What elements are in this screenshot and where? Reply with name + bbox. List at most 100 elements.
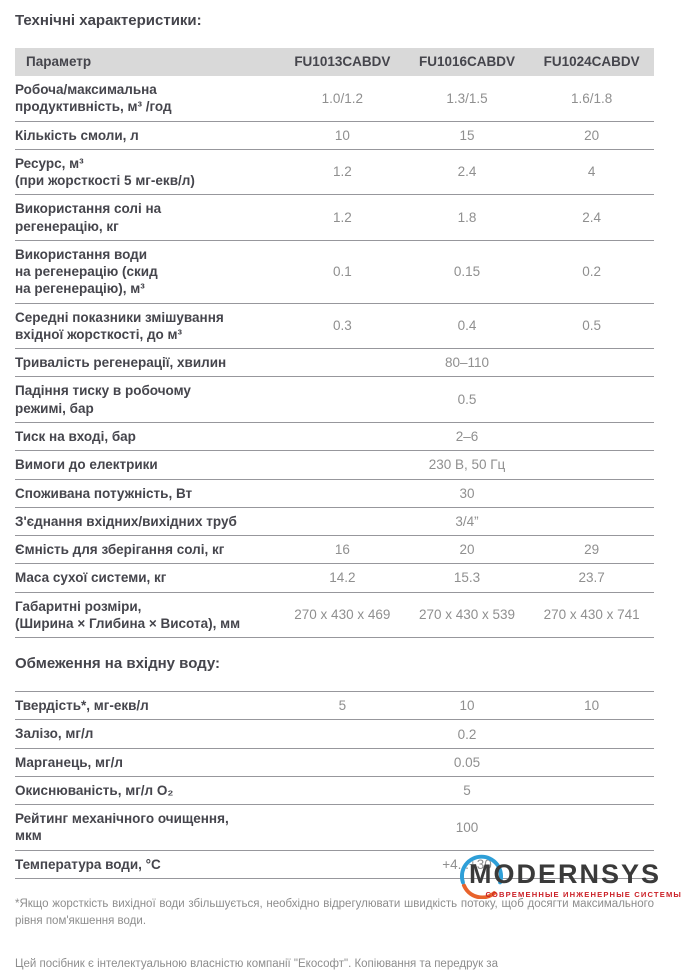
section-title-limits: Обмеження на вхідну воду: — [15, 655, 221, 673]
table-row: Ресурс, м³ (при жорсткості 5 мг-екв/л) 1.… — [15, 150, 654, 196]
row-value: 1.8 — [457, 209, 477, 225]
spec-table: Параметр FU1013CABDV FU1016CABDV FU1024C… — [15, 48, 654, 639]
table-row: Маса сухої системи, кг 14.2 15.3 23.7 — [15, 564, 654, 593]
row-value-span: 100 — [455, 819, 479, 835]
row-label: Використання солі на регенерацію, кг — [15, 201, 162, 234]
table-row: Вимоги до електрики 230 В, 50 Гц — [15, 451, 654, 480]
row-value: 270 x 430 x 741 — [543, 607, 640, 623]
table-row: Споживана потужність, Вт 30 — [15, 480, 654, 508]
row-label: Маса сухої системи, кг — [15, 570, 167, 586]
row-value: 15 — [459, 127, 475, 143]
column-header-model-fu1013: FU1013CABDV — [294, 54, 391, 70]
row-value: 20 — [459, 542, 475, 558]
row-label: Рейтинг механічного очищення, мкм — [15, 811, 229, 844]
row-value-span: 5 — [463, 783, 471, 799]
footer: Цей посібник є інтелектуальною власністю… — [15, 958, 654, 970]
row-value: 0.3 — [332, 318, 352, 334]
row-value-span: 80–110 — [444, 355, 490, 371]
table-row: З'єднання вхідних/вихідних труб 3/4” — [15, 508, 654, 537]
table-row: Падіння тиску в робочому режимі, бар 0.5 — [15, 377, 654, 423]
column-header-model-fu1016: FU1016CABDV — [418, 54, 515, 70]
row-value-span: 3/4” — [455, 513, 479, 529]
row-value: 1.0/1.2 — [321, 90, 363, 106]
row-label: З'єднання вхідних/вихідних труб — [15, 513, 237, 529]
logo-wordmark: MODERNSYS — [469, 859, 662, 889]
table-row: Середні показники змішування вхідної жор… — [15, 304, 654, 350]
row-label: Залізо, мг/л — [15, 726, 94, 742]
spec-table-header-row: Параметр FU1013CABDV FU1016CABDV FU1024C… — [15, 48, 654, 76]
row-label: Середні показники змішування вхідної жор… — [15, 309, 224, 342]
row-value: 270 x 430 x 469 — [294, 607, 391, 623]
table-row: Тиск на вході, бар 2–6 — [15, 423, 654, 452]
row-label: Температура води, °С — [15, 856, 161, 872]
row-value: 23.7 — [578, 570, 605, 586]
row-value-span: 0.05 — [453, 754, 481, 770]
logo-blue-arc — [459, 854, 504, 885]
row-value: 0.4 — [457, 318, 477, 334]
row-value: 0.2 — [582, 264, 602, 280]
table-row: Ємність для зберігання солі, кг 16 20 29 — [15, 536, 654, 565]
table-row: Рейтинг механічного очищення, мкм 100 — [15, 805, 654, 851]
table-row: Робоча/максимальна продуктивність, м³ /г… — [15, 76, 654, 122]
row-value: 2.4 — [582, 209, 602, 225]
table-row: Використання солі на регенерацію, кг 1.2 1… — [15, 195, 654, 241]
row-value: 1.3/1.5 — [446, 90, 488, 106]
row-value: 10 — [584, 698, 600, 714]
row-value: 0.5 — [582, 318, 602, 334]
row-label: Габаритні розміри, (Ширина × Глибина × В… — [15, 598, 241, 631]
row-value: 29 — [584, 542, 600, 558]
row-label: Тривалість регенерації, хвилин — [15, 355, 227, 371]
row-label: Окиснюваність, мг/л О₂ — [15, 782, 174, 798]
row-value: 20 — [584, 127, 600, 143]
table-row: Твердість*, мг-екв/л 5 10 10 — [15, 692, 654, 721]
logo-orange-arc — [461, 883, 497, 899]
row-value-span: 2–6 — [455, 429, 479, 445]
row-value: 0.15 — [453, 264, 481, 280]
table-row: Габаритні розміри, (Ширина × Глибина × В… — [15, 593, 654, 639]
row-label: Кількість смоли, л — [15, 127, 139, 143]
copyright-text: Цей посібник є інтелектуальною власністю… — [15, 958, 498, 970]
row-value: 270 x 430 x 539 — [418, 607, 516, 623]
row-value: 1.6/1.8 — [571, 90, 613, 106]
row-value: 2.4 — [457, 164, 477, 180]
table-row: Окиснюваність, мг/л О₂ 5 — [15, 777, 654, 806]
document-page: Технічні характеристики: Параметр FU1013… — [15, 12, 682, 970]
table-row: Тривалість регенерації, хвилин 80–110 — [15, 349, 654, 378]
row-label: Твердість*, мг-екв/л — [15, 698, 149, 714]
row-value: 10 — [459, 698, 475, 714]
logo-tagline: СОВРЕМЕННЫЕ ИНЖЕНЕРНЫЕ СИСТЕМЫ — [485, 890, 682, 899]
logo-ring-icon — [459, 854, 504, 899]
row-value: 16 — [334, 542, 350, 558]
row-label: Робоча/максимальна продуктивність, м³ /г… — [15, 82, 172, 115]
table-row: Залізо, мг/л 0.2 — [15, 720, 654, 749]
row-value: 10 — [334, 127, 350, 143]
row-label: Вимоги до електрики — [15, 457, 158, 473]
row-value: 1.2 — [332, 164, 352, 180]
row-label: Споживана потужність, Вт — [15, 485, 193, 501]
spec-table-body: Робоча/максимальна продуктивність, м³ /г… — [15, 76, 654, 639]
row-label: Ємність для зберігання солі, кг — [15, 542, 225, 558]
row-value: 0.1 — [332, 264, 352, 280]
row-value-span: 0.5 — [457, 392, 477, 408]
row-value-span: 0.2 — [457, 726, 477, 742]
limits-table: Твердість*, мг-екв/л 5 10 10 Залізо, мг/л 0.2… — [15, 691, 654, 879]
row-label: Використання води на регенерацію (скид н… — [15, 246, 158, 297]
row-label: Ресурс, м³ (при жорсткості 5 мг-екв/л) — [15, 155, 195, 189]
row-value: 15.3 — [453, 570, 481, 586]
table-row: Марганець, мг/л 0.05 — [15, 749, 654, 777]
table-row: Кількість смоли, л 10 15 20 — [15, 122, 654, 150]
modernsys-logo: MODERNSYS СОВРЕМЕННЫЕ ИНЖЕНЕРНЫЕ СИСТЕМЫ — [459, 852, 682, 903]
column-header-model-fu1024: FU1024CABDV — [543, 54, 640, 70]
column-header-parameter: Параметр — [26, 54, 92, 70]
row-label: Тиск на вході, бар — [15, 428, 136, 444]
row-value: 4 — [587, 164, 596, 180]
row-value-span: 30 — [459, 485, 475, 501]
row-value: 14.2 — [329, 570, 356, 586]
limits-table-body: Твердість*, мг-екв/л 5 10 10 Залізо, мг/л 0.2… — [15, 692, 654, 879]
row-label: Падіння тиску в робочому режимі, бар — [15, 383, 191, 416]
row-value-span: 230 В, 50 Гц — [428, 457, 506, 473]
row-value: 5 — [338, 698, 347, 714]
row-value: 1.2 — [332, 209, 352, 225]
table-row: Використання води на регенерацію (скид н… — [15, 241, 654, 304]
section-title-specs: Технічні характеристики: — [15, 12, 202, 29]
